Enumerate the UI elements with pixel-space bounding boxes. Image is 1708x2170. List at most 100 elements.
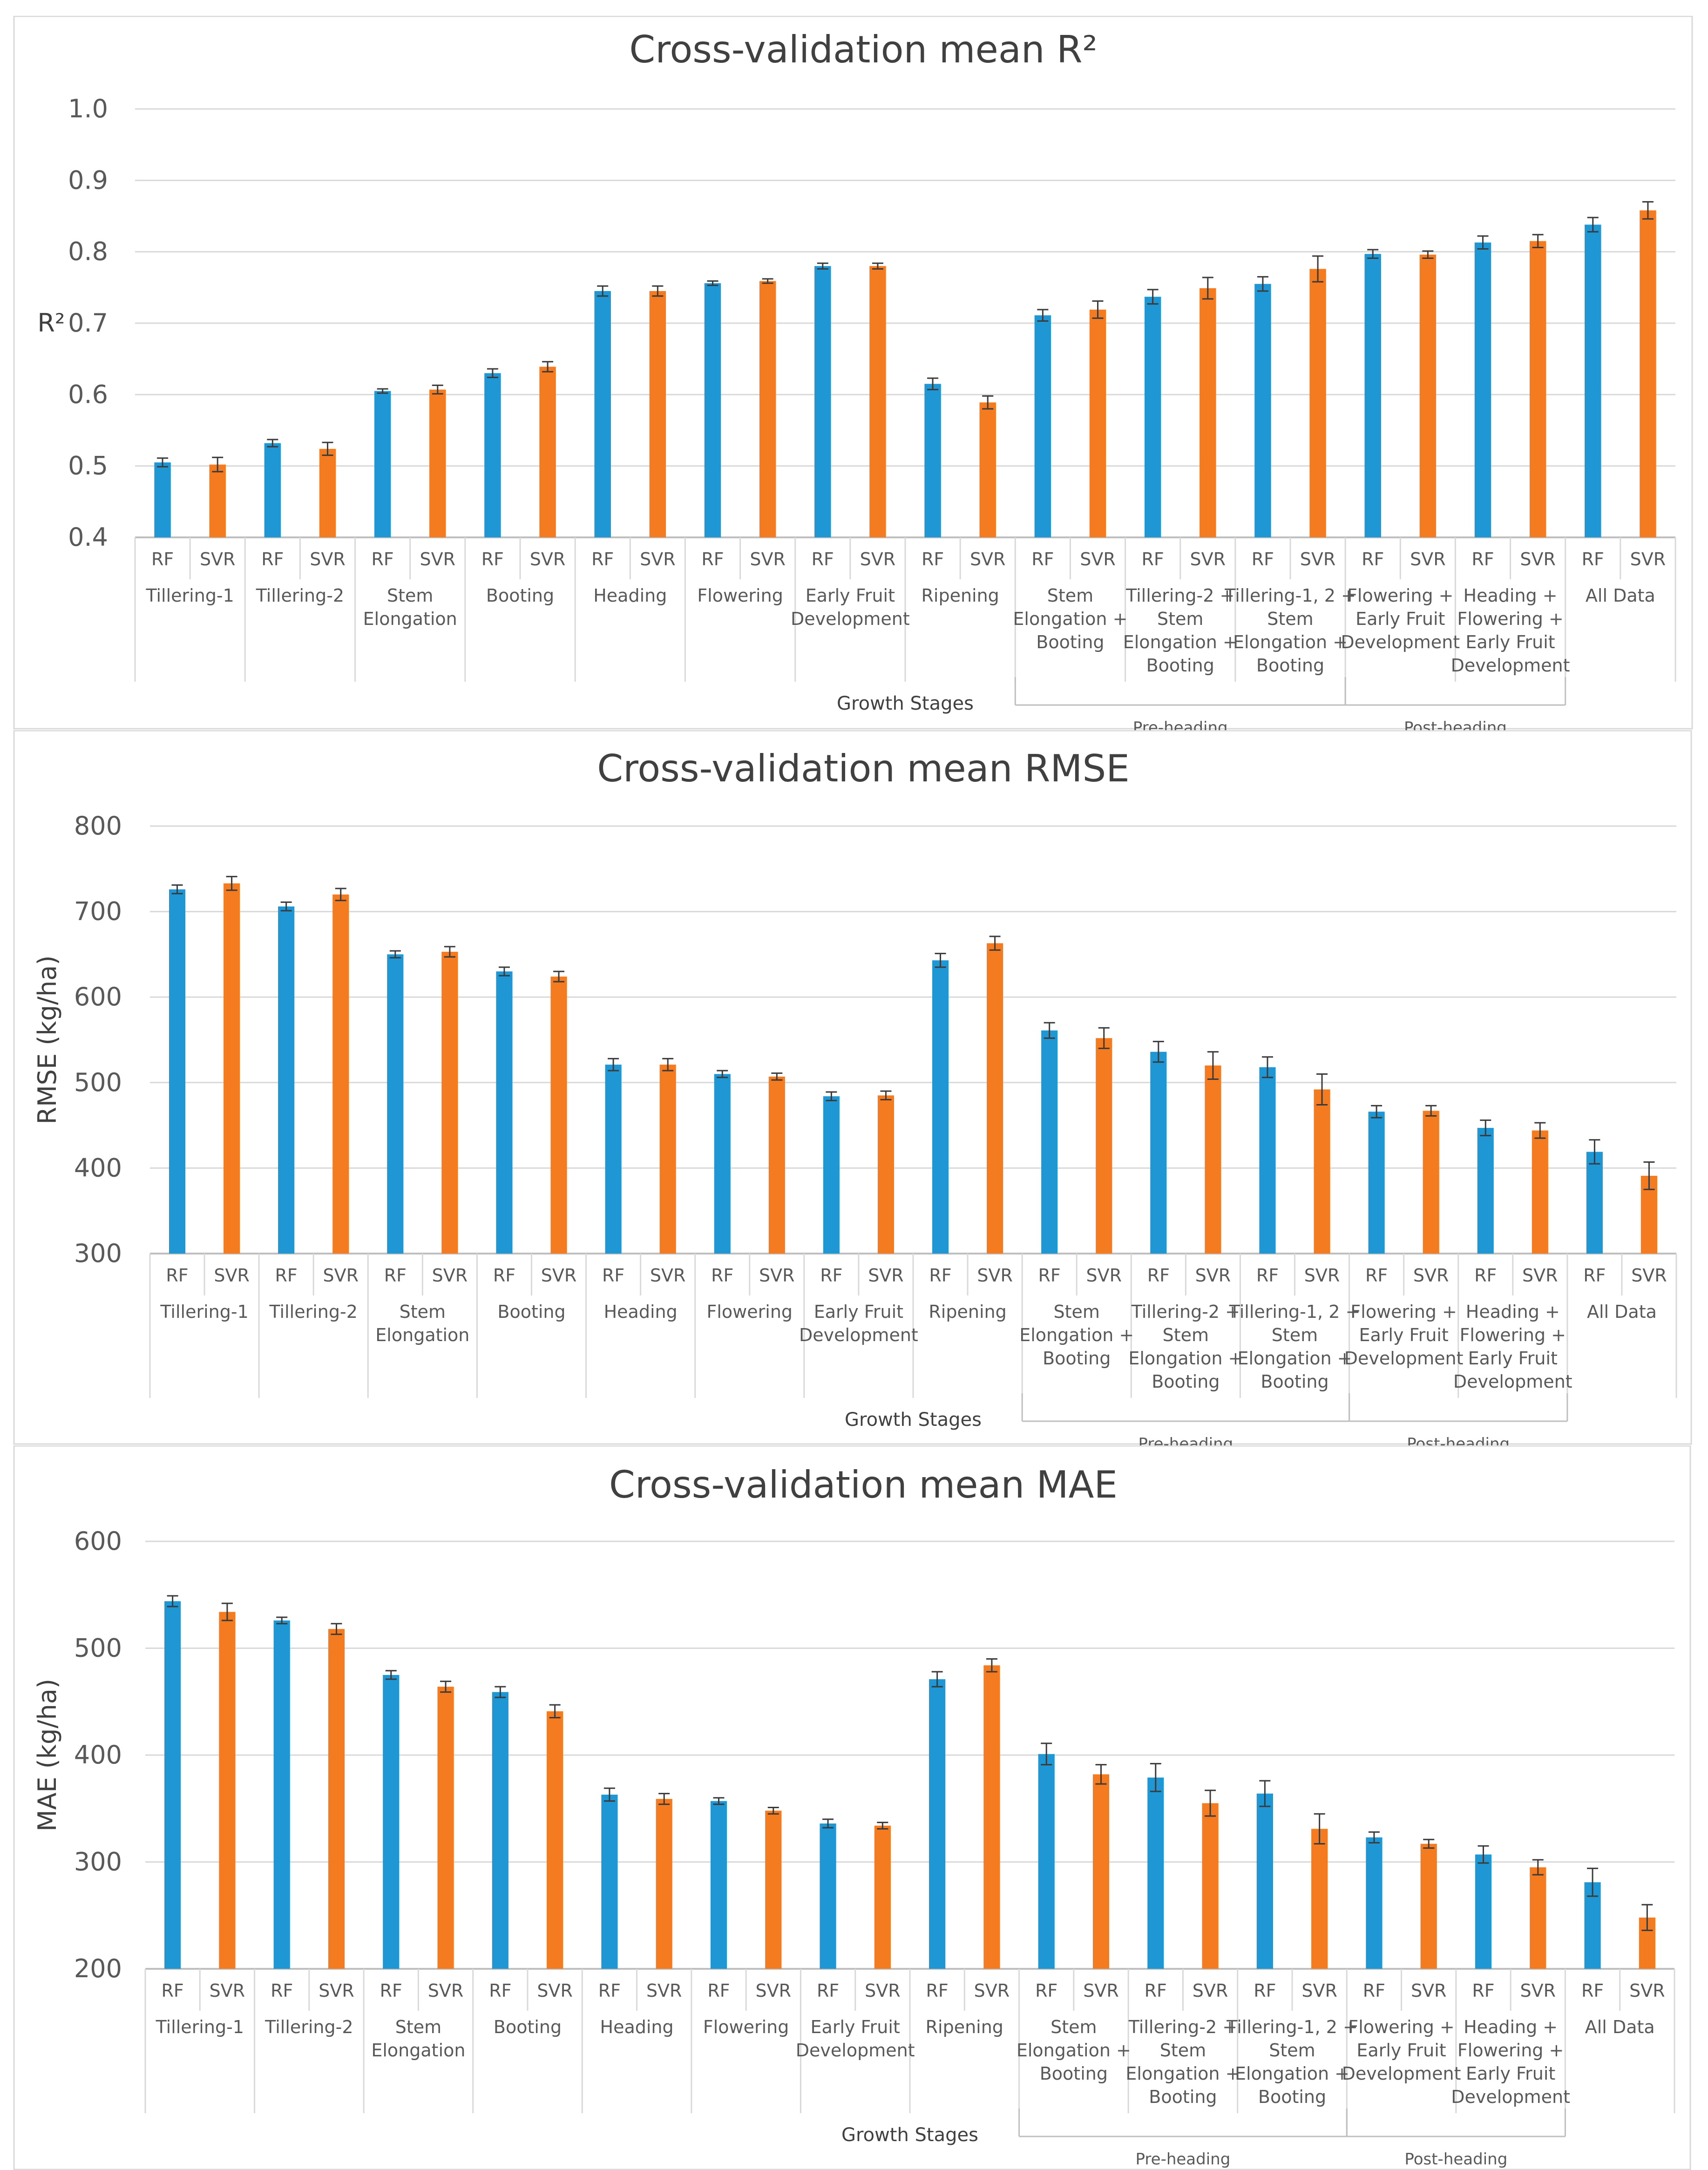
model-label-svr: SVR: [319, 1980, 354, 2001]
group-label: Flowering +: [1348, 2017, 1454, 2037]
model-label-rf: RF: [1472, 1980, 1494, 2001]
group-label: Flowering: [697, 585, 783, 606]
model-label-rf: RF: [591, 549, 614, 570]
model-label-svr: SVR: [977, 1265, 1013, 1286]
bar-svr: [987, 943, 1003, 1254]
group-label: Early Fruit: [1356, 2040, 1446, 2061]
group-label: Booting: [1261, 1371, 1328, 1392]
bracket-label: Post-heading: [1404, 2150, 1507, 2169]
x-axis-title: Growth Stages: [845, 1409, 982, 1431]
model-label-svr: SVR: [1083, 1980, 1119, 2001]
group-label: Stem: [1054, 1302, 1100, 1322]
y-tick-label: 500: [74, 1068, 122, 1097]
group-label: Early Fruit: [806, 585, 895, 606]
bar-svr: [1423, 1111, 1439, 1254]
bar-rf: [605, 1065, 622, 1254]
group-label: Early Fruit: [1466, 2063, 1555, 2084]
bar-rf: [492, 1692, 508, 1969]
bar-rf: [929, 1679, 946, 1969]
y-tick-label: 300: [74, 1239, 122, 1268]
bar-svr: [1089, 309, 1106, 537]
model-label-svr: SVR: [865, 1980, 901, 2001]
bar-svr: [219, 1612, 236, 1969]
y-tick-label: 400: [74, 1153, 122, 1182]
model-label-rf: RF: [602, 1265, 624, 1286]
x-axis-title: Growth Stages: [841, 2124, 978, 2146]
model-label-svr: SVR: [210, 1980, 245, 2001]
group-label: Stem: [400, 1302, 446, 1322]
y-tick-label: 0.5: [68, 451, 108, 481]
model-label-svr: SVR: [974, 1980, 1010, 2001]
bar-rf: [1475, 1854, 1492, 1969]
r2-chart-panel: Cross-validation mean R² 0.4 0.5 0.6 0.7 0.8 0…: [0, 16, 1708, 730]
bar-svr: [1092, 1774, 1110, 1969]
group-label: Early Fruit: [811, 2017, 900, 2037]
model-label-rf: RF: [1471, 549, 1494, 570]
group-label: Booting: [1256, 655, 1324, 676]
model-label-rf: RF: [1362, 549, 1384, 570]
model-label-svr: SVR: [1629, 1980, 1665, 2001]
model-label-rf: RF: [384, 1265, 407, 1286]
bar-rf: [1586, 1152, 1603, 1254]
bar-svr: [224, 883, 240, 1254]
group-label: Elongation +: [1019, 1325, 1134, 1345]
bar-rf: [820, 1823, 836, 1969]
bar-rf: [1038, 1754, 1055, 1969]
bar-rf: [594, 291, 611, 537]
group-label: Early Fruit: [1356, 609, 1445, 629]
model-label-rf: RF: [1474, 1265, 1497, 1286]
model-label-svr: SVR: [428, 1980, 464, 2001]
group-label: Flowering: [703, 2017, 789, 2037]
bar-rf: [154, 462, 171, 537]
bar-svr: [649, 291, 666, 537]
chart-title: Cross-validation mean MAE: [609, 1463, 1118, 1506]
rmse-chart: Cross-validation mean RMSE 300 400 500 600 70…: [13, 730, 1692, 1445]
group-label: Elongation: [363, 609, 457, 629]
model-label-rf: RF: [820, 1265, 842, 1286]
group-label: Elongation +: [1235, 2063, 1349, 2084]
bar-svr: [437, 1687, 454, 1969]
model-label-rf: RF: [926, 1980, 949, 2001]
group-label: Ripening: [929, 1302, 1006, 1322]
group-label: Early Fruit: [1468, 1348, 1558, 1369]
model-label-rf: RF: [1363, 1980, 1385, 2001]
group-label: Stem: [395, 2017, 441, 2037]
group-label: Early Fruit: [1359, 1325, 1448, 1345]
chart-frame: [13, 1445, 1691, 2170]
bar-rf: [169, 889, 186, 1254]
y-tick-label: 0.9: [68, 165, 108, 195]
group-label: Development: [1341, 632, 1460, 652]
group-label: Elongation +: [1125, 2063, 1240, 2084]
model-label-rf: RF: [711, 1265, 733, 1286]
bar-svr: [659, 1065, 676, 1254]
bar-rf: [1041, 1030, 1058, 1254]
y-tick-label: 400: [74, 1740, 122, 1770]
bar-rf: [1259, 1067, 1276, 1254]
model-label-svr: SVR: [759, 1265, 795, 1286]
bar-rf: [1144, 297, 1161, 537]
model-label-svr: SVR: [200, 549, 236, 570]
model-label-svr: SVR: [1520, 549, 1556, 570]
group-label: Flowering +: [1460, 1325, 1566, 1345]
group-label: All Data: [1585, 2017, 1655, 2037]
model-label-rf: RF: [489, 1980, 511, 2001]
y-tick-label: 200: [74, 1954, 122, 1983]
bracket-label: Pre-heading: [1138, 1435, 1233, 1445]
bracket-label: Pre-heading: [1133, 719, 1228, 730]
model-label-rf: RF: [1583, 1265, 1606, 1286]
bar-rf: [710, 1801, 727, 1969]
group-label: Stem: [1160, 2040, 1206, 2061]
model-label-svr: SVR: [432, 1265, 468, 1286]
group-label: Tillering-1, 2 +: [1224, 585, 1356, 606]
model-label-rf: RF: [1254, 1980, 1276, 2001]
y-tick-label: 300: [74, 1847, 122, 1877]
group-label: Stem: [1157, 609, 1203, 629]
model-label-rf: RF: [1582, 549, 1604, 570]
bar-svr: [1096, 1038, 1112, 1254]
model-label-rf: RF: [275, 1265, 298, 1286]
model-label-svr: SVR: [541, 1265, 577, 1286]
bar-svr: [547, 1711, 563, 1969]
group-label: Heading: [604, 1302, 678, 1322]
model-label-svr: SVR: [970, 549, 1006, 570]
model-label-svr: SVR: [1301, 1980, 1337, 2001]
